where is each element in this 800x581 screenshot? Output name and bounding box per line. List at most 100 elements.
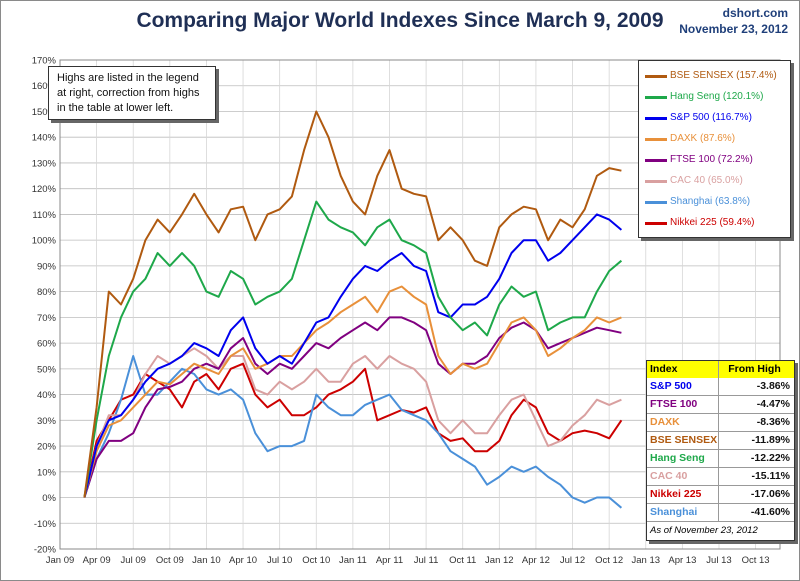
legend-swatch [645,75,667,78]
legend-label: Nikkei 225 (59.4%) [670,217,755,228]
correction-table: Index From High S&P 500 -3.86% FTSE 100 -4.… [646,360,795,541]
y-tick-label: 70% [37,313,57,324]
table-index-name: FTSE 100 [647,396,719,413]
series-line [83,362,623,498]
legend-swatch [645,180,667,183]
source-date: November 23, 2012 [679,22,788,36]
x-tick-label: Oct 11 [449,555,476,566]
table-index-name: DAXK [647,414,719,431]
table-from-high-value: -3.86% [756,380,790,392]
legend-label: S&P 500 (116.7%) [670,112,752,123]
table-from-high-value: -8.36% [756,416,790,428]
series-line [83,285,622,498]
legend-swatch [645,201,667,204]
table-row: S&P 500 -3.86% [647,378,794,395]
y-tick-label: 30% [37,416,57,427]
table-from-high-value: -15.11% [751,470,790,482]
y-tick-label: 160% [32,81,57,92]
x-tick-label: Oct 12 [595,555,623,566]
legend-label: FTSE 100 (72.2%) [670,154,753,165]
y-tick-label: -10% [34,519,57,530]
x-tick-label: Jan 12 [485,555,514,566]
x-tick-label: Jan 11 [339,555,367,566]
table-header-index: Index [647,361,719,378]
x-tick-label: Apr 09 [83,555,111,566]
source-name: dshort.com [722,6,788,20]
legend-label: DAXK (87.6%) [670,133,736,144]
y-tick-label: 10% [37,467,57,478]
y-tick-label: 110% [32,210,56,221]
table-row: BSE SENSEX -11.89% [647,431,794,449]
legend-swatch [645,117,667,120]
x-tick-label: Apr 10 [229,555,257,566]
legend-swatch [645,96,667,99]
table-from-high-value: -12.22% [750,452,790,464]
table-from-high-value: -4.47% [756,398,790,410]
y-tick-label: 140% [32,133,57,144]
x-tick-label: Jul 12 [560,555,585,566]
x-axis-labels: Jan 09 Apr 09 Jul 09 Oct 09 Jan 10 Apr 10 Jul … [46,555,770,566]
chart-title: Comparing Major World Indexes Since Marc… [136,9,664,32]
y-tick-label: 0% [42,493,56,504]
legend-label: Hang Seng (120.1%) [670,91,764,102]
table-from-high-value: -17.06% [750,488,790,500]
table-index-name: S&P 500 [647,378,719,395]
x-tick-label: Jan 10 [192,555,221,566]
table-from-high-value: -11.89% [751,434,790,446]
legend-label: BSE SENSEX (157.4%) [670,70,777,81]
table-header: Index From High [647,361,794,378]
y-tick-label: 50% [37,364,57,375]
y-tick-label: 170% [32,56,57,67]
x-tick-label: Jul 11 [414,555,439,566]
table-header-from-high: From High [728,363,781,375]
y-tick-label: 20% [37,442,57,453]
legend-label: Shanghai (63.8%) [670,196,751,207]
table-from-high-value: -41.60% [750,506,790,518]
y-axis-labels: -20% -10% 0% 10% 20% 30% 40% 50% 60% 70% 80% 90% 100… [32,56,57,556]
y-tick-label: 100% [32,236,57,247]
y-tick-label: 130% [32,158,57,169]
legend-swatch [645,159,667,162]
y-tick-label: 90% [37,261,57,272]
note-box: Highs are listed in the legend at right,… [48,66,216,120]
x-tick-label: Oct 13 [742,555,770,566]
series-line [83,316,622,498]
table-index-name: Shanghai [647,504,719,521]
table-index-name: BSE SENSEX [647,432,719,449]
series-lines [83,110,623,509]
y-tick-label: 150% [32,107,57,118]
y-tick-label: 40% [37,390,57,401]
x-tick-label: Oct 09 [156,555,184,566]
source-block: dshort.com November 23, 2012 [679,5,788,37]
series-line [83,355,623,509]
legend-label: CAC 40 (65.0%) [670,175,743,186]
table-index-name: Hang Seng [647,450,719,467]
table-row: CAC 40 -15.11% [647,467,794,485]
x-tick-label: Jul 13 [706,555,731,566]
series-line [83,110,622,498]
x-tick-label: Apr 12 [522,555,550,566]
x-tick-label: Jan 13 [631,555,660,566]
table-row: FTSE 100 -4.47% [647,395,794,413]
table-index-name: Nikkei 225 [647,486,719,503]
x-tick-label: Apr 13 [668,555,696,566]
x-tick-label: Jan 09 [46,555,75,566]
table-as-of: As of November 23, 2012 [647,521,794,540]
table-row: Shanghai -41.60% [647,503,794,521]
x-tick-label: Jul 09 [121,555,146,566]
y-tick-label: -20% [34,545,57,556]
legend-swatch [645,138,667,141]
y-tick-label: 120% [32,184,57,195]
x-tick-label: Apr 11 [376,555,403,566]
y-tick-label: 80% [37,287,57,298]
table-row: DAXK -8.36% [647,413,794,431]
legend: BSE SENSEX (157.4%) Hang Seng (120.1%) S&P… [638,60,791,238]
series-line [83,213,623,498]
x-tick-label: Oct 10 [302,555,330,566]
y-tick-label: 60% [37,339,57,350]
table-row: Nikkei 225 -17.06% [647,485,794,503]
x-tick-label: Jul 10 [267,555,292,566]
table-row: Hang Seng -12.22% [647,449,794,467]
series-line [83,200,623,498]
table-index-name: CAC 40 [647,468,719,485]
